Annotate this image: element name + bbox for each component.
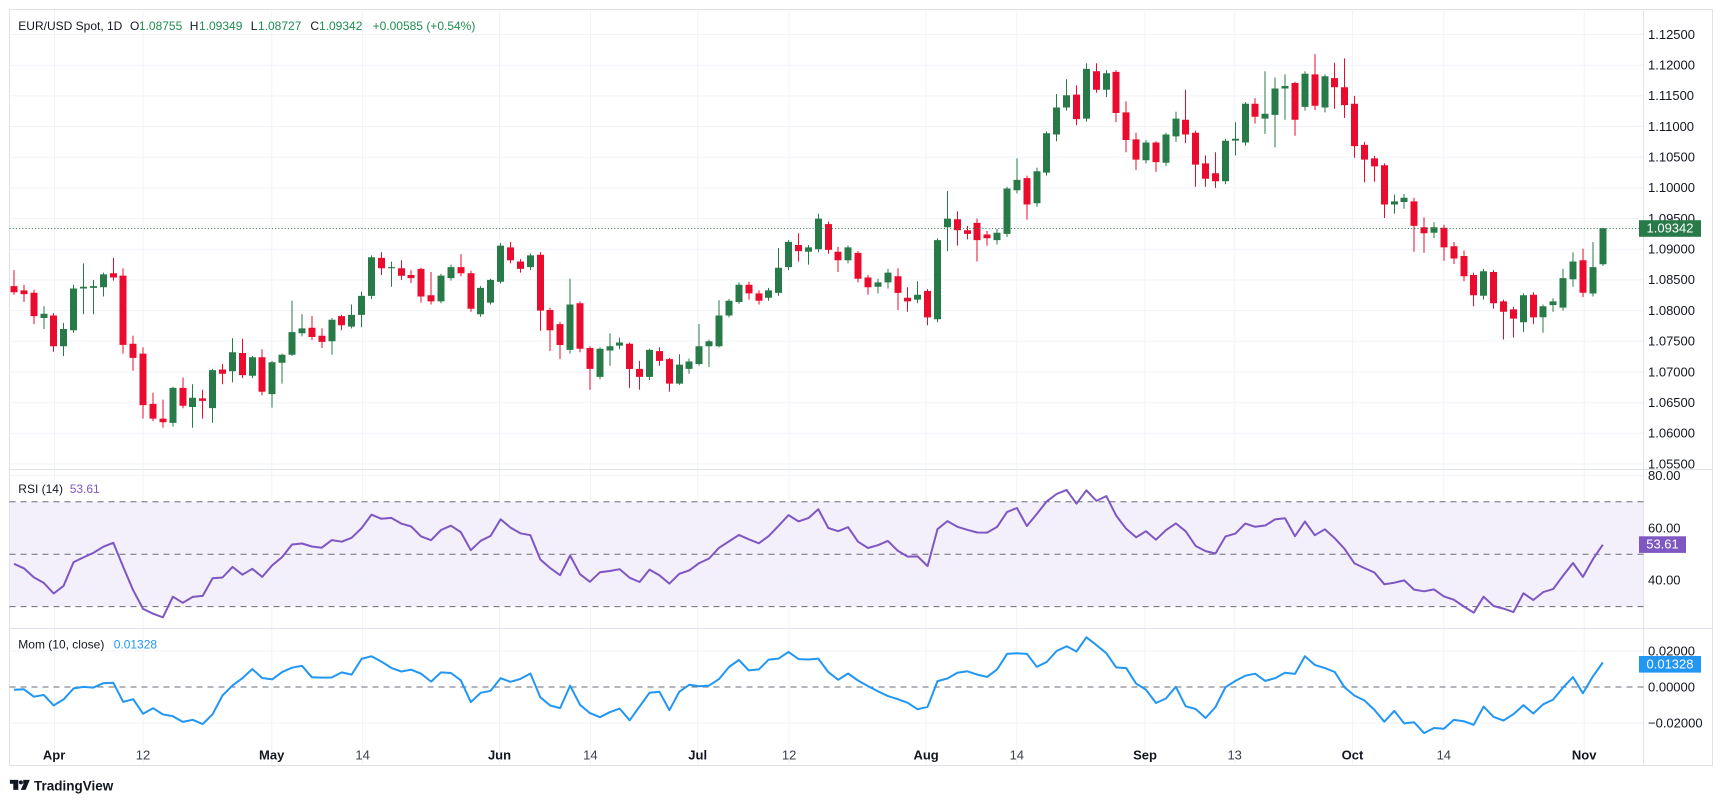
svg-text:0.02000: 0.02000 <box>1648 643 1695 658</box>
svg-text:1.10500: 1.10500 <box>1648 150 1695 165</box>
svg-text:1.12500: 1.12500 <box>1648 27 1695 42</box>
svg-text:TradingView: TradingView <box>34 778 114 793</box>
svg-text:14: 14 <box>1437 748 1451 763</box>
svg-text:14: 14 <box>1010 748 1024 763</box>
svg-text:Aug: Aug <box>913 748 938 763</box>
svg-text:1.10000: 1.10000 <box>1648 180 1695 195</box>
svg-text:80.00: 80.00 <box>1648 468 1681 483</box>
svg-text:1.11500: 1.11500 <box>1648 88 1694 103</box>
svg-text:1.12000: 1.12000 <box>1648 58 1695 73</box>
svg-text:1.06000: 1.06000 <box>1648 426 1695 441</box>
svg-text:Sep: Sep <box>1133 748 1157 763</box>
svg-text:53.61: 53.61 <box>70 482 100 496</box>
svg-text:May: May <box>259 748 285 763</box>
svg-text:40.00: 40.00 <box>1648 573 1681 588</box>
svg-text:14: 14 <box>583 748 597 763</box>
svg-text:Apr: Apr <box>43 748 65 763</box>
svg-text:12: 12 <box>782 748 796 763</box>
svg-text:0.01328: 0.01328 <box>114 638 158 652</box>
svg-text:RSI (14): RSI (14) <box>18 482 63 496</box>
svg-text:1.08500: 1.08500 <box>1648 272 1695 287</box>
svg-text:1.08000: 1.08000 <box>1648 303 1695 318</box>
svg-text:0.01328: 0.01328 <box>1647 656 1694 671</box>
svg-text:14: 14 <box>355 748 369 763</box>
svg-text:1.07500: 1.07500 <box>1648 334 1695 349</box>
svg-text:1.07000: 1.07000 <box>1648 364 1695 379</box>
svg-text:1.11000: 1.11000 <box>1648 119 1694 134</box>
svg-text:Jul: Jul <box>688 748 707 763</box>
svg-text:EUR/USD Spot, 1D: EUR/USD Spot, 1D <box>18 19 122 33</box>
svg-text:Oct: Oct <box>1342 748 1364 763</box>
svg-text:12: 12 <box>136 748 150 763</box>
svg-text:13: 13 <box>1227 748 1241 763</box>
svg-text:53.61: 53.61 <box>1646 537 1679 552</box>
svg-text:1.06500: 1.06500 <box>1648 395 1695 410</box>
svg-text:Mom (10, close): Mom (10, close) <box>18 638 104 652</box>
svg-text:−0.02000: −0.02000 <box>1648 715 1703 730</box>
svg-text:1.09000: 1.09000 <box>1648 242 1695 257</box>
svg-text:1.09342: 1.09342 <box>1647 221 1694 236</box>
svg-text:1.05500: 1.05500 <box>1648 456 1695 471</box>
svg-text:Nov: Nov <box>1572 748 1597 763</box>
svg-text:0.00000: 0.00000 <box>1648 679 1695 694</box>
svg-text:Jun: Jun <box>488 748 511 763</box>
svg-text:60.00: 60.00 <box>1648 520 1681 535</box>
